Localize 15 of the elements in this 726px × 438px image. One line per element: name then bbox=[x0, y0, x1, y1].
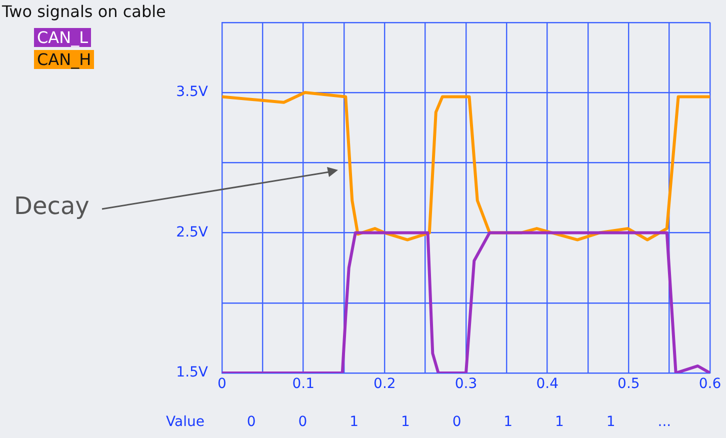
y-tick-label: 3.5V bbox=[176, 84, 208, 100]
text: Two signals on cable bbox=[2, 2, 166, 21]
text: CAN_H bbox=[34, 50, 94, 68]
x-tick-label: 0.6 bbox=[698, 376, 722, 392]
x-tick-label: 0.5 bbox=[618, 376, 640, 392]
x-tick-label: 0.3 bbox=[454, 376, 478, 392]
x-tick-label: 0 bbox=[218, 376, 226, 392]
y-tick-label: 2.5V bbox=[176, 224, 208, 240]
x-tick-label: 0.4 bbox=[536, 376, 559, 392]
text: Decay bbox=[14, 192, 90, 220]
y-tick-label: 1.5V bbox=[176, 364, 208, 381]
x-tick-label: 0.1 bbox=[292, 376, 314, 392]
x-tick-label: 0.2 bbox=[374, 376, 396, 392]
text: CAN_L bbox=[34, 28, 91, 46]
text: Value 0 0 1 1 0 1 1 1 ... bbox=[166, 414, 672, 430]
